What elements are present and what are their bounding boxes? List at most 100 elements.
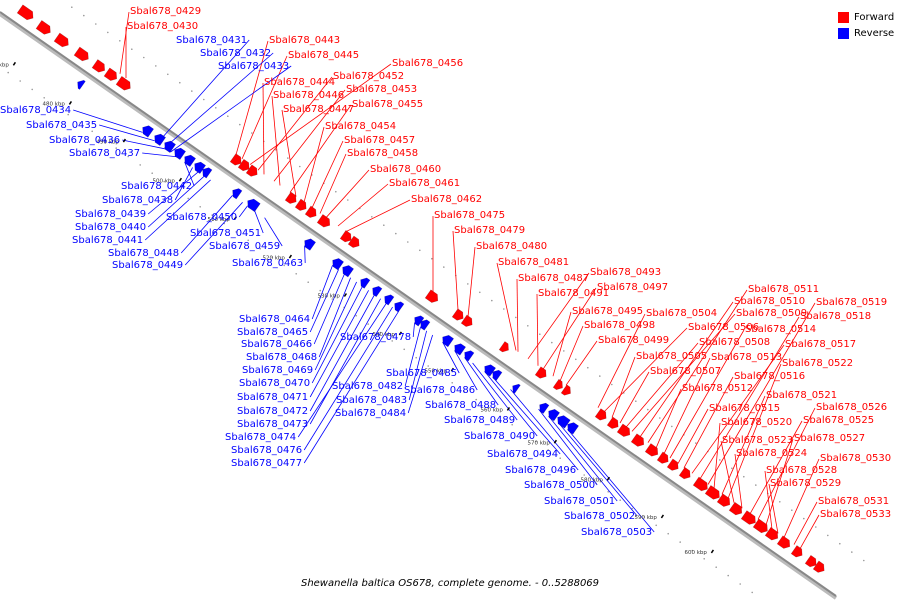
forward-gene-arrow (53, 32, 69, 48)
forward-gene-label: Sbal678_0506 (688, 322, 759, 333)
reverse-gene-label: Sbal678_0431 (176, 35, 247, 46)
reverse-gene-label: Sbal678_0440 (75, 222, 146, 233)
track-dot (383, 224, 385, 226)
track-dot (287, 157, 289, 159)
reverse-gene-label: Sbal678_0483 (336, 395, 407, 406)
label-connector (309, 294, 375, 412)
reverse-gene-label: Sbal678_0438 (102, 195, 173, 206)
track-dot (643, 516, 645, 518)
track-dot (143, 56, 145, 59)
track-dot (251, 132, 253, 134)
track-dot (407, 241, 409, 243)
label-connector (325, 169, 370, 218)
track-dot (631, 507, 633, 510)
track-dot (547, 449, 549, 451)
reverse-gene-arrow (492, 369, 503, 381)
label-connector (264, 217, 283, 247)
gene-arrows (16, 4, 825, 573)
label-connector (144, 179, 211, 241)
reverse-gene-label: Sbal678_0459 (209, 241, 280, 252)
forward-gene-arrow (424, 289, 439, 303)
track-dot (67, 113, 69, 116)
forward-gene-label: Sbal678_0515 (709, 403, 780, 414)
track-dot (535, 440, 537, 443)
reverse-gene-label: Sbal678_0451 (190, 228, 261, 239)
track-dots (7, 6, 865, 594)
scale-tick (122, 138, 127, 143)
forward-gene-label: Sbal678_0499 (598, 335, 669, 346)
reverse-gene-arrow (142, 125, 155, 138)
track-dot (371, 216, 373, 218)
forward-gene-label: Sbal678_0529 (770, 478, 841, 489)
label-connector (184, 202, 243, 266)
scale-label: 520 kbp (262, 255, 285, 261)
forward-gene-arrow (73, 46, 89, 62)
label-connector (164, 52, 274, 149)
label-connector (122, 139, 167, 150)
reverse-gene-label: Sbal678_0470 (239, 378, 310, 389)
label-connector (303, 306, 393, 451)
label-connector (720, 440, 735, 503)
scale-tick (450, 367, 455, 372)
reverse-gene-arrow (304, 238, 317, 251)
forward-gene-arrow (594, 408, 607, 421)
label-connector (647, 289, 748, 443)
track-dot (587, 366, 589, 369)
label-connector (764, 470, 773, 530)
track-dot (259, 247, 262, 250)
forward-gene-arrow (560, 384, 571, 396)
track-dot (151, 172, 153, 174)
track-dot (655, 524, 657, 527)
track-dot (635, 400, 637, 403)
reverse-gene-arrow (372, 286, 383, 298)
reverse-gene-label: Sbal678_0500 (524, 480, 595, 491)
reverse-gene-label: Sbal678_0466 (241, 339, 312, 350)
label-connector (241, 55, 288, 160)
track-dot (743, 475, 745, 478)
scale-label: 590 kbp (634, 515, 657, 521)
scale-tick (343, 293, 348, 297)
reverse-gene-arrow (464, 350, 475, 362)
track-dot (379, 331, 382, 334)
scale-label: 530 kbp (317, 294, 340, 300)
forward-gene-arrow (534, 366, 547, 379)
forward-gene-label: Sbal678_0505 (636, 351, 707, 362)
track-dot (499, 415, 502, 418)
scale-label: 480 kbp (42, 102, 65, 108)
label-connector (603, 327, 688, 413)
label-connector (663, 357, 711, 454)
label-connectors (73, 11, 820, 549)
track-dot (475, 398, 478, 401)
forward-gene-label: Sbal678_0453 (346, 84, 417, 95)
label-connector (257, 76, 333, 171)
reverse-swatch (838, 27, 849, 39)
label-connector (99, 124, 155, 142)
reverse-gene-arrow (384, 294, 395, 306)
label-connector (707, 302, 816, 485)
reverse-gene-label: Sbal678_0432 (200, 48, 271, 59)
forward-gene-label: Sbal678_0520 (721, 417, 792, 428)
label-connector (311, 285, 363, 384)
reverse-gene-label: Sbal678_0450 (166, 212, 237, 223)
label-connector (496, 262, 517, 351)
track-dot (539, 333, 541, 336)
forward-gene-label: Sbal678_0498 (584, 320, 655, 331)
label-connector (412, 322, 415, 338)
track-dot (803, 517, 805, 520)
forward-gene-arrow (764, 526, 779, 541)
scale-tick (506, 406, 511, 411)
track-dot (299, 165, 301, 168)
forward-gene-arrow (16, 4, 34, 21)
label-connector (565, 340, 598, 386)
scale-tick (178, 177, 183, 182)
forward-gene-arrow (740, 510, 756, 525)
label-connector (309, 290, 369, 398)
label-connector (407, 334, 433, 414)
track-dot (427, 365, 430, 367)
track-dot (271, 256, 274, 258)
legend-label-reverse: Reverse (854, 27, 895, 39)
track-dot (463, 390, 466, 393)
label-connector (304, 245, 306, 264)
forward-gene-label: Sbal678_0493 (590, 267, 661, 278)
